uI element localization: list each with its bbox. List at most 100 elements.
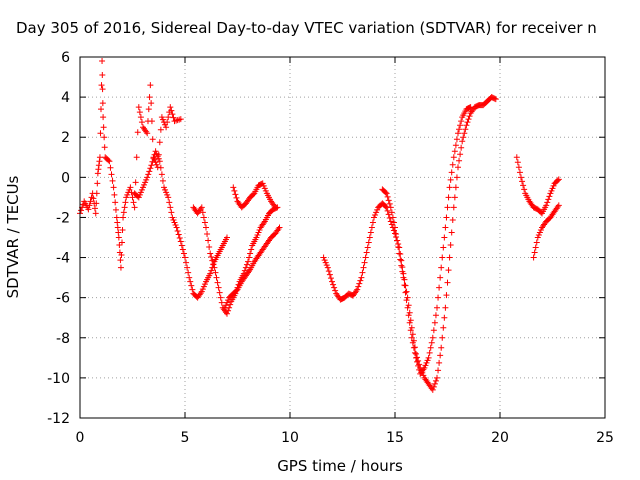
data-point (147, 165, 154, 172)
data-point (114, 219, 121, 226)
data-point (137, 114, 144, 121)
data-point (363, 249, 370, 256)
x-tick-label: 0 (76, 430, 85, 446)
data-point (393, 230, 400, 237)
data-point (253, 234, 260, 241)
data-point (246, 254, 253, 261)
data-point (444, 204, 451, 211)
data-point (405, 302, 412, 309)
y-tick-label: 2 (61, 130, 70, 146)
data-point (455, 130, 461, 137)
data-point (441, 314, 448, 321)
y-tick-label: 0 (61, 170, 70, 186)
data-point (170, 216, 177, 223)
data-point (149, 136, 156, 143)
data-point (276, 224, 283, 231)
data-point (91, 205, 98, 212)
data-point (131, 204, 138, 211)
data-point (130, 199, 137, 206)
data-point (100, 124, 107, 131)
data-point (466, 104, 473, 111)
data-point (407, 327, 414, 334)
data-point (430, 383, 437, 390)
data-point (356, 280, 363, 287)
data-point (521, 186, 528, 193)
data-point (225, 297, 232, 304)
data-point (179, 246, 186, 253)
data-point (137, 189, 144, 196)
data-point (133, 154, 140, 161)
data-point (402, 289, 409, 296)
data-point (446, 254, 453, 261)
data-point (387, 218, 394, 225)
data-point (256, 226, 263, 233)
data-point (78, 207, 85, 214)
data-point (224, 299, 230, 306)
data-point (354, 286, 361, 293)
data-point (101, 144, 108, 151)
data-point (371, 214, 377, 221)
data-point (248, 246, 255, 253)
data-point (443, 214, 450, 221)
data-point (199, 209, 206, 216)
data-point (423, 359, 430, 366)
data-point (464, 119, 471, 126)
data-point (207, 270, 214, 277)
data-point (402, 282, 409, 289)
data-point (150, 155, 157, 162)
data-point (136, 191, 143, 198)
data-point (145, 171, 152, 178)
data-point (201, 219, 208, 226)
data-point (232, 191, 239, 198)
data-point (421, 364, 428, 371)
data-point (520, 182, 527, 189)
data-point (165, 114, 172, 121)
x-tick-label: 5 (181, 430, 190, 446)
y-axis-title: SDTVAR / TECUs (4, 175, 22, 298)
data-point (329, 278, 335, 285)
data-point (365, 239, 372, 246)
data-point (165, 194, 172, 201)
data-point (163, 189, 170, 196)
data-point (410, 344, 417, 351)
data-point (143, 176, 150, 183)
data-point (359, 269, 366, 276)
data-point (457, 151, 464, 158)
data-point (555, 202, 562, 209)
data-point (171, 118, 178, 125)
data-point (446, 184, 453, 191)
data-point (152, 159, 159, 166)
data-point (444, 279, 451, 286)
data-point (492, 96, 499, 103)
data-point (458, 144, 465, 151)
data-point (536, 229, 543, 236)
data-point (108, 171, 115, 178)
data-point (225, 307, 232, 314)
data-point (396, 244, 403, 251)
data-point (138, 119, 145, 126)
data-point (214, 279, 221, 286)
data-point (407, 317, 414, 324)
data-point (135, 194, 142, 201)
data-point (388, 209, 395, 216)
data-point (107, 164, 114, 171)
data-point (93, 200, 100, 207)
data-point (96, 158, 103, 165)
data-point (152, 148, 159, 155)
data-point (516, 169, 523, 176)
data-point (387, 204, 394, 211)
data-point (390, 219, 397, 226)
data-point (200, 283, 207, 290)
plot-frame (79, 56, 606, 419)
data-point (400, 274, 407, 281)
data-point (254, 231, 261, 238)
data-point (207, 250, 214, 257)
data-point (458, 118, 465, 125)
data-point (411, 344, 418, 351)
data-point (426, 349, 433, 356)
data-point (327, 275, 334, 282)
data-point (456, 157, 463, 164)
data-point (218, 299, 225, 306)
data-point (156, 158, 163, 165)
